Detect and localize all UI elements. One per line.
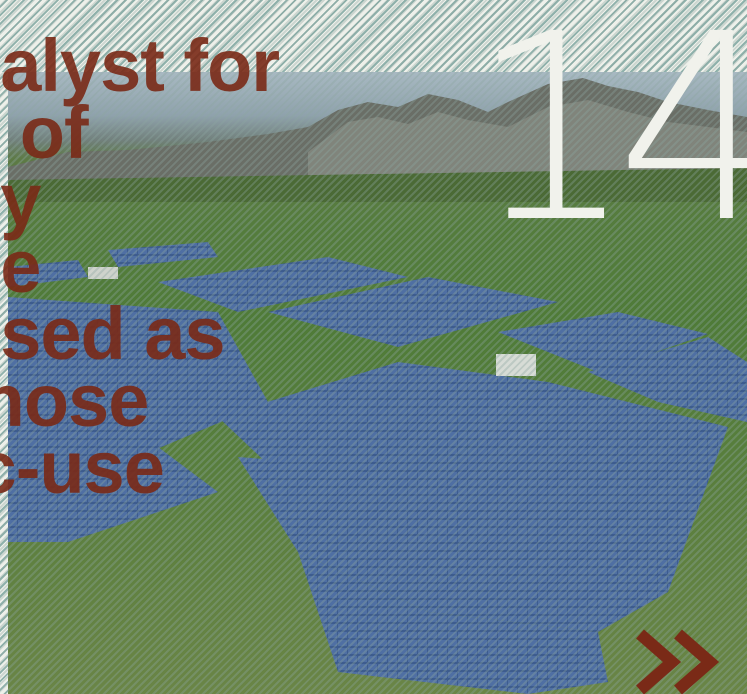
solar-farm-photo (8, 72, 747, 694)
solar-panel-arrays (8, 242, 747, 694)
striped-top-band (0, 0, 747, 72)
headline: nalyst for n of by ne used as those ic-u… (0, 24, 280, 509)
headline-line: nalyst for (0, 24, 280, 107)
next-page-button[interactable] (628, 628, 726, 694)
headline-line: by (0, 158, 41, 241)
headline-line: n of (0, 91, 89, 174)
striped-left-band (0, 72, 8, 694)
headline-line: those (0, 359, 149, 442)
headline-line: ic-use (0, 426, 165, 509)
page-number: 14 (470, 0, 747, 279)
mountain-range (8, 78, 747, 202)
headline-line: ne (0, 225, 41, 308)
headline-line: used as (0, 292, 226, 375)
double-chevron-right-icon (636, 629, 720, 694)
